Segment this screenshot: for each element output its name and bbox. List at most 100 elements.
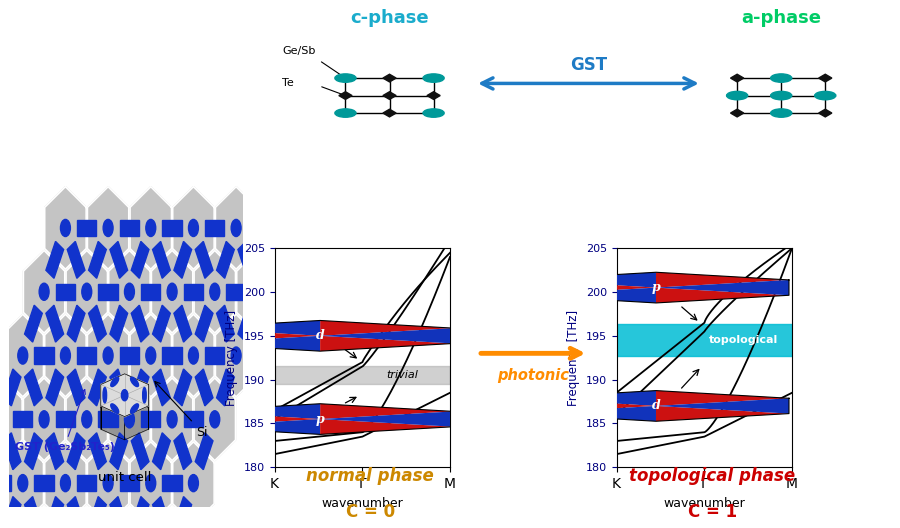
Polygon shape: [131, 305, 149, 342]
Circle shape: [82, 411, 92, 428]
Polygon shape: [320, 320, 453, 336]
Polygon shape: [23, 250, 65, 333]
Text: p: p: [652, 281, 661, 294]
Polygon shape: [215, 187, 256, 269]
Polygon shape: [4, 433, 21, 470]
Polygon shape: [45, 187, 86, 269]
Polygon shape: [194, 378, 236, 460]
Circle shape: [188, 220, 198, 237]
Polygon shape: [187, 336, 320, 351]
Y-axis label: Frequency [THz]: Frequency [THz]: [567, 309, 580, 406]
Polygon shape: [98, 284, 118, 300]
Polygon shape: [68, 241, 85, 278]
Polygon shape: [68, 369, 85, 406]
Polygon shape: [174, 369, 192, 406]
Circle shape: [423, 74, 445, 82]
Text: c-phase: c-phase: [350, 8, 428, 27]
Polygon shape: [215, 314, 256, 397]
Polygon shape: [523, 406, 656, 421]
Polygon shape: [120, 347, 140, 364]
Polygon shape: [338, 92, 352, 99]
Text: a-phase: a-phase: [742, 8, 821, 27]
Polygon shape: [56, 411, 75, 427]
Polygon shape: [131, 433, 149, 470]
Polygon shape: [88, 305, 106, 342]
Circle shape: [60, 347, 70, 364]
Polygon shape: [131, 496, 149, 528]
Circle shape: [167, 411, 177, 428]
Polygon shape: [110, 433, 128, 470]
Circle shape: [188, 347, 198, 364]
Circle shape: [146, 347, 156, 364]
Polygon shape: [151, 378, 193, 460]
Polygon shape: [205, 347, 224, 364]
Circle shape: [167, 283, 177, 300]
Circle shape: [60, 220, 70, 237]
Circle shape: [104, 347, 113, 364]
Polygon shape: [45, 442, 86, 524]
Polygon shape: [24, 369, 42, 406]
Ellipse shape: [130, 377, 139, 386]
Polygon shape: [68, 305, 85, 342]
Polygon shape: [187, 328, 320, 344]
Circle shape: [104, 475, 113, 492]
Circle shape: [39, 283, 50, 300]
Text: Ge/Sb: Ge/Sb: [283, 46, 316, 56]
Text: normal phase: normal phase: [306, 467, 434, 485]
Ellipse shape: [103, 388, 106, 403]
Polygon shape: [731, 74, 743, 82]
Circle shape: [814, 91, 836, 100]
Polygon shape: [124, 406, 148, 440]
Circle shape: [0, 411, 6, 428]
Polygon shape: [0, 475, 11, 491]
Polygon shape: [130, 314, 172, 397]
Polygon shape: [187, 419, 320, 435]
Text: GST: GST: [570, 56, 607, 74]
Text: d: d: [652, 399, 661, 412]
Text: C = 0: C = 0: [346, 503, 395, 521]
Polygon shape: [77, 475, 96, 491]
Polygon shape: [34, 475, 54, 491]
Polygon shape: [101, 374, 148, 417]
Polygon shape: [382, 92, 396, 99]
Polygon shape: [656, 280, 789, 295]
Polygon shape: [656, 272, 789, 288]
Polygon shape: [120, 220, 140, 236]
Polygon shape: [523, 398, 656, 413]
Polygon shape: [163, 475, 182, 491]
Polygon shape: [46, 433, 64, 470]
Polygon shape: [187, 320, 320, 336]
Text: trivial: trivial: [386, 370, 418, 380]
Polygon shape: [68, 433, 85, 470]
Polygon shape: [34, 347, 54, 364]
Polygon shape: [77, 347, 96, 364]
Polygon shape: [205, 220, 224, 236]
Polygon shape: [66, 378, 107, 460]
Polygon shape: [819, 74, 832, 82]
Polygon shape: [24, 305, 42, 342]
Ellipse shape: [130, 404, 139, 413]
Polygon shape: [110, 241, 128, 278]
Polygon shape: [523, 280, 656, 295]
Circle shape: [335, 74, 356, 82]
Polygon shape: [237, 250, 278, 333]
Polygon shape: [174, 305, 192, 342]
Polygon shape: [656, 406, 789, 421]
Polygon shape: [174, 241, 192, 278]
Polygon shape: [427, 92, 440, 99]
Polygon shape: [656, 398, 789, 413]
Polygon shape: [217, 369, 234, 406]
Polygon shape: [14, 411, 32, 427]
Polygon shape: [130, 442, 172, 524]
Ellipse shape: [111, 377, 119, 386]
Polygon shape: [195, 241, 213, 278]
Circle shape: [60, 475, 70, 492]
Polygon shape: [66, 506, 107, 528]
Polygon shape: [120, 475, 140, 491]
Polygon shape: [87, 314, 129, 397]
Circle shape: [39, 411, 50, 428]
Text: photonic: photonic: [498, 367, 569, 383]
Circle shape: [146, 475, 156, 492]
Polygon shape: [45, 314, 86, 397]
Polygon shape: [124, 374, 148, 408]
